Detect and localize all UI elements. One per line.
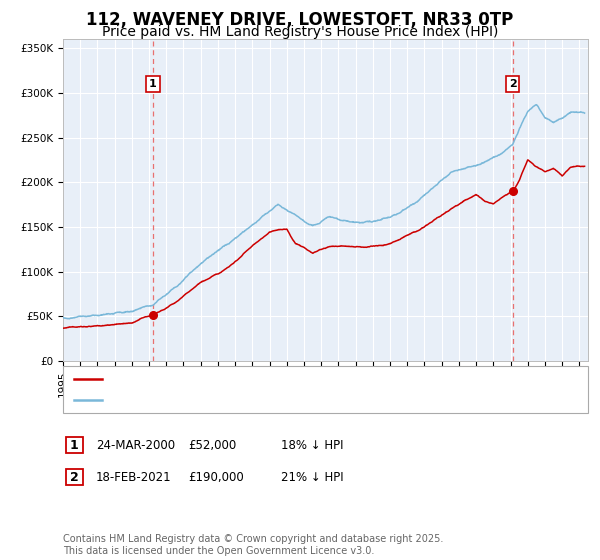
Text: 1: 1 (70, 438, 79, 452)
Text: 2: 2 (70, 470, 79, 484)
Text: 1: 1 (149, 79, 157, 89)
Text: 112, WAVENEY DRIVE, LOWESTOFT, NR33 0TP: 112, WAVENEY DRIVE, LOWESTOFT, NR33 0TP (86, 11, 514, 29)
Text: Contains HM Land Registry data © Crown copyright and database right 2025.
This d: Contains HM Land Registry data © Crown c… (63, 534, 443, 556)
Text: 21% ↓ HPI: 21% ↓ HPI (281, 470, 343, 484)
Text: Price paid vs. HM Land Registry's House Price Index (HPI): Price paid vs. HM Land Registry's House … (102, 26, 498, 39)
Text: 18-FEB-2021: 18-FEB-2021 (96, 470, 172, 484)
Text: HPI: Average price, semi-detached house, East Suffolk: HPI: Average price, semi-detached house,… (108, 395, 411, 404)
Text: 112, WAVENEY DRIVE, LOWESTOFT, NR33 0TP (semi-detached house): 112, WAVENEY DRIVE, LOWESTOFT, NR33 0TP … (108, 374, 497, 384)
Text: 18% ↓ HPI: 18% ↓ HPI (281, 438, 343, 452)
Text: £52,000: £52,000 (188, 438, 236, 452)
Text: £190,000: £190,000 (188, 470, 244, 484)
Text: 2: 2 (509, 79, 517, 89)
Text: 24-MAR-2000: 24-MAR-2000 (96, 438, 175, 452)
